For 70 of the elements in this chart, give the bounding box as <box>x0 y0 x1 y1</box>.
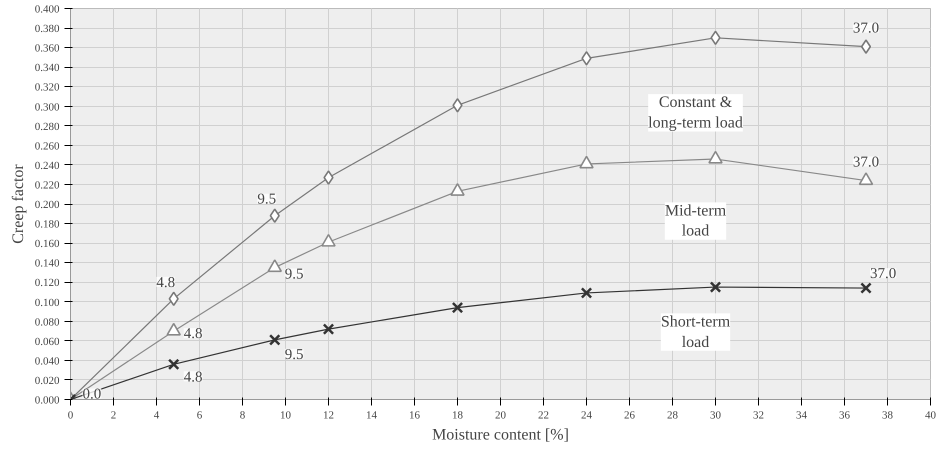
x-tick-label: 32 <box>753 410 764 422</box>
x-tick-label: 26 <box>624 410 636 422</box>
y-tick-label: 0.400 <box>34 4 60 16</box>
x-tick-label: 2 <box>110 410 116 422</box>
x-tick-label: 6 <box>196 410 203 422</box>
x-axis-title: Moisture content [%] <box>432 426 569 444</box>
annotation: 9.5 <box>257 192 276 208</box>
x-tick-label: 36 <box>839 410 850 422</box>
annotation: 4.8 <box>184 369 202 386</box>
y-tick-label: 0.060 <box>34 336 60 348</box>
y-tick-label: 0.220 <box>34 179 60 192</box>
x-tick-label: 14 <box>366 410 378 422</box>
annotation: 37.0 <box>852 154 880 171</box>
y-tick-label: 0.100 <box>34 296 60 309</box>
y-tick-label: 0.260 <box>34 140 60 152</box>
point <box>452 98 463 113</box>
point <box>268 334 281 346</box>
y-tick-label: 0.320 <box>34 82 60 94</box>
annotation: 37.0 <box>852 20 880 37</box>
x-tick-label: 20 <box>495 410 506 422</box>
x-tick-label: 12 <box>323 410 334 422</box>
text: Constant & long-term load <box>648 94 743 132</box>
x-tick-label: 34 <box>796 410 808 422</box>
x-tick-label: 4 <box>154 410 160 422</box>
point <box>581 51 592 66</box>
point <box>860 39 872 54</box>
y-tick-label: 0.240 <box>34 160 60 172</box>
y-tick-label: 0.200 <box>34 199 60 211</box>
y-tick-label: 0.360 <box>34 42 60 55</box>
annotation: 0.0 <box>82 386 102 402</box>
y-tick-label: 0.280 <box>34 120 60 133</box>
point <box>322 323 334 335</box>
point <box>323 170 334 185</box>
y-tick-label: 0.020 <box>34 374 60 387</box>
point <box>168 358 180 370</box>
y-tick-label: 0.380 <box>34 23 60 36</box>
x-tick-label: 30 <box>710 410 722 422</box>
point <box>168 292 179 306</box>
x-tick-label: 10 <box>280 410 292 422</box>
y-tick-label: 0.340 <box>34 62 60 74</box>
x-tick-label: 18 <box>452 410 464 422</box>
point <box>710 281 722 293</box>
y-tick-label: 0.160 <box>34 238 60 250</box>
x-tick-label: 22 <box>538 410 549 422</box>
y-axis-title: Creep factor <box>10 164 27 244</box>
series-label: Short-term load <box>660 313 731 351</box>
x-tick-label: 40 <box>925 410 936 422</box>
x-tick-label: 24 <box>581 410 592 422</box>
y-tick-label: 0.140 <box>34 258 60 270</box>
x-tick-label: 0 <box>68 410 74 422</box>
y-tick-label: 0.040 <box>34 355 60 368</box>
y-tick-label: 0.000 <box>34 394 60 406</box>
y-tick-label: 0.080 <box>34 316 60 328</box>
point <box>580 287 592 299</box>
y-tick-label: 0.180 <box>34 218 60 231</box>
annotation: 9.5 <box>284 346 304 363</box>
x-tick-label: 16 <box>409 410 420 422</box>
x-tick-label: 38 <box>882 410 894 422</box>
annotation: 9.5 <box>284 266 304 283</box>
text: Mid-term load <box>664 202 727 240</box>
point <box>710 30 721 46</box>
x-tick-label: 28 <box>667 410 678 422</box>
annotation: 4.8 <box>156 274 176 291</box>
point <box>860 282 872 294</box>
x-tick-label: 8 <box>240 410 246 422</box>
y-tick-label: 0.120 <box>34 277 60 290</box>
y-tick-label: 0.300 <box>34 101 60 114</box>
annotation: 4.8 <box>184 326 202 342</box>
annotation: 37.0 <box>870 266 896 282</box>
point <box>452 302 464 314</box>
